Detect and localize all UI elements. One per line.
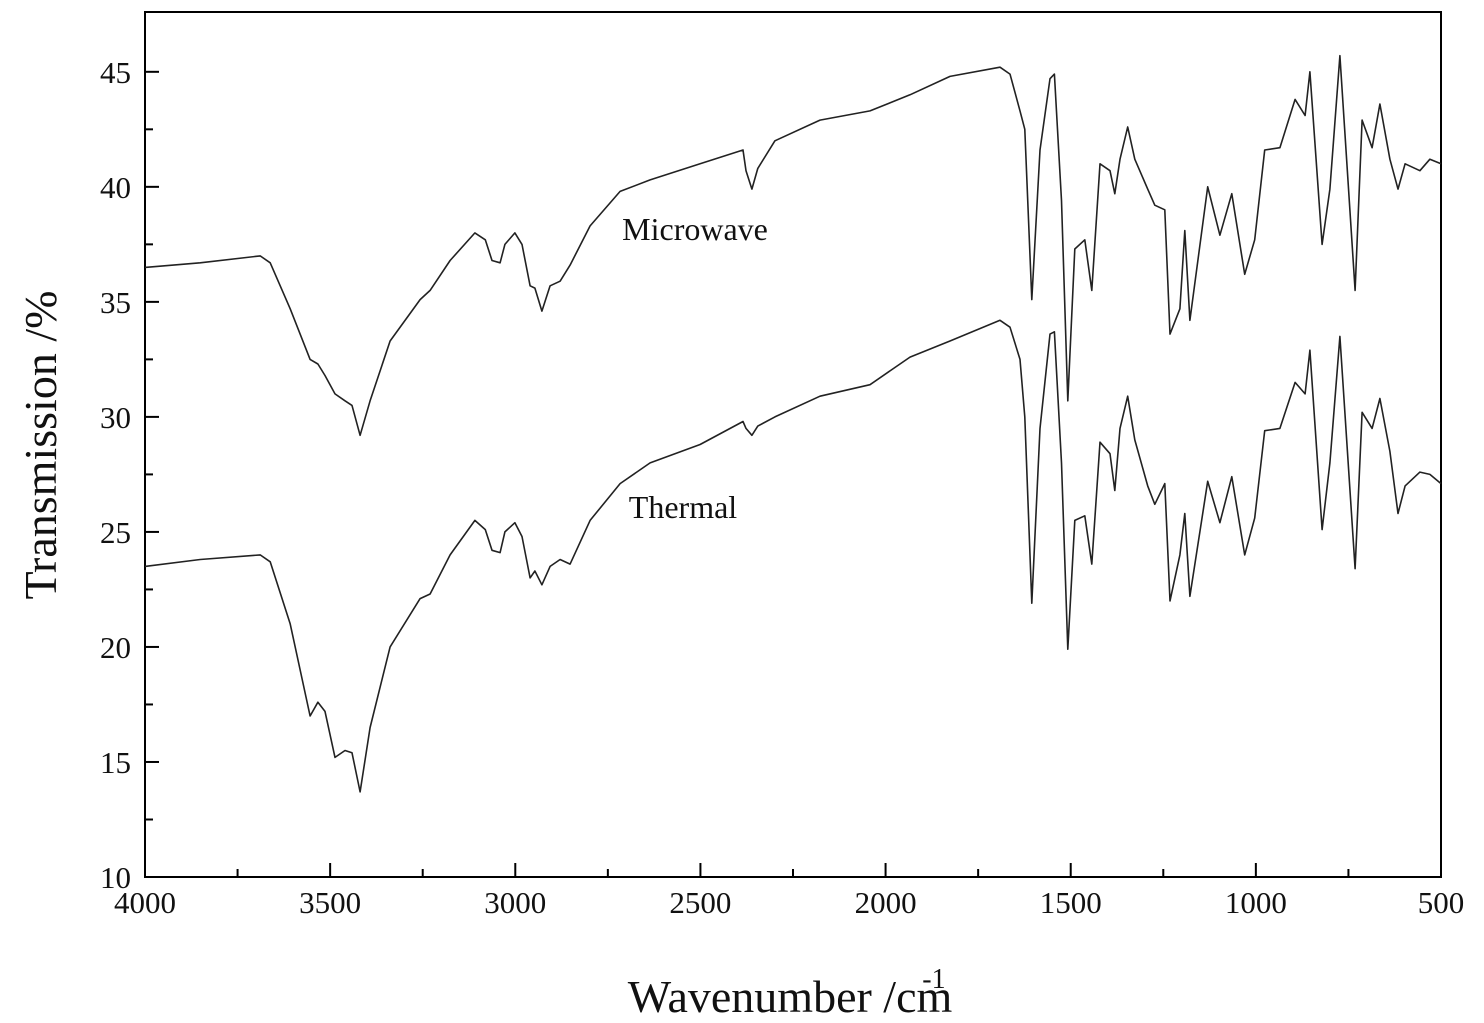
series-label: Microwave (622, 211, 768, 247)
y-tick-label: 10 (100, 860, 131, 895)
y-tick-label: 40 (100, 170, 131, 205)
y-tick-label: 45 (100, 55, 131, 90)
x-axis-title-superscript: -1 (922, 964, 945, 995)
x-tick-label: 4000 (114, 885, 176, 920)
x-tick-label: 3000 (484, 885, 546, 920)
y-tick-label: 35 (100, 285, 131, 320)
x-tick-label: 2000 (855, 885, 917, 920)
y-tick-label: 15 (100, 745, 131, 780)
spectrum-line (144, 54, 1442, 437)
x-tick-label: 1000 (1225, 885, 1287, 920)
x-tick-label: 500 (1418, 885, 1465, 920)
spectrum-line (144, 319, 1442, 793)
plot-frame (144, 11, 1442, 878)
x-tick-label: 1500 (1040, 885, 1102, 920)
series-label: Thermal (629, 489, 738, 525)
y-tick-label: 20 (100, 630, 131, 665)
x-axis-title-text: Wavenumber /cm (628, 971, 953, 1022)
y-axis-title: Transmission /% (15, 291, 66, 600)
x-tick-label: 2500 (669, 885, 731, 920)
x-axis-title: Wavenumber /cm-1 (628, 964, 953, 1022)
y-tick-label: 30 (100, 400, 131, 435)
y-tick-label: 25 (100, 515, 131, 550)
x-tick-label: 3500 (299, 885, 361, 920)
